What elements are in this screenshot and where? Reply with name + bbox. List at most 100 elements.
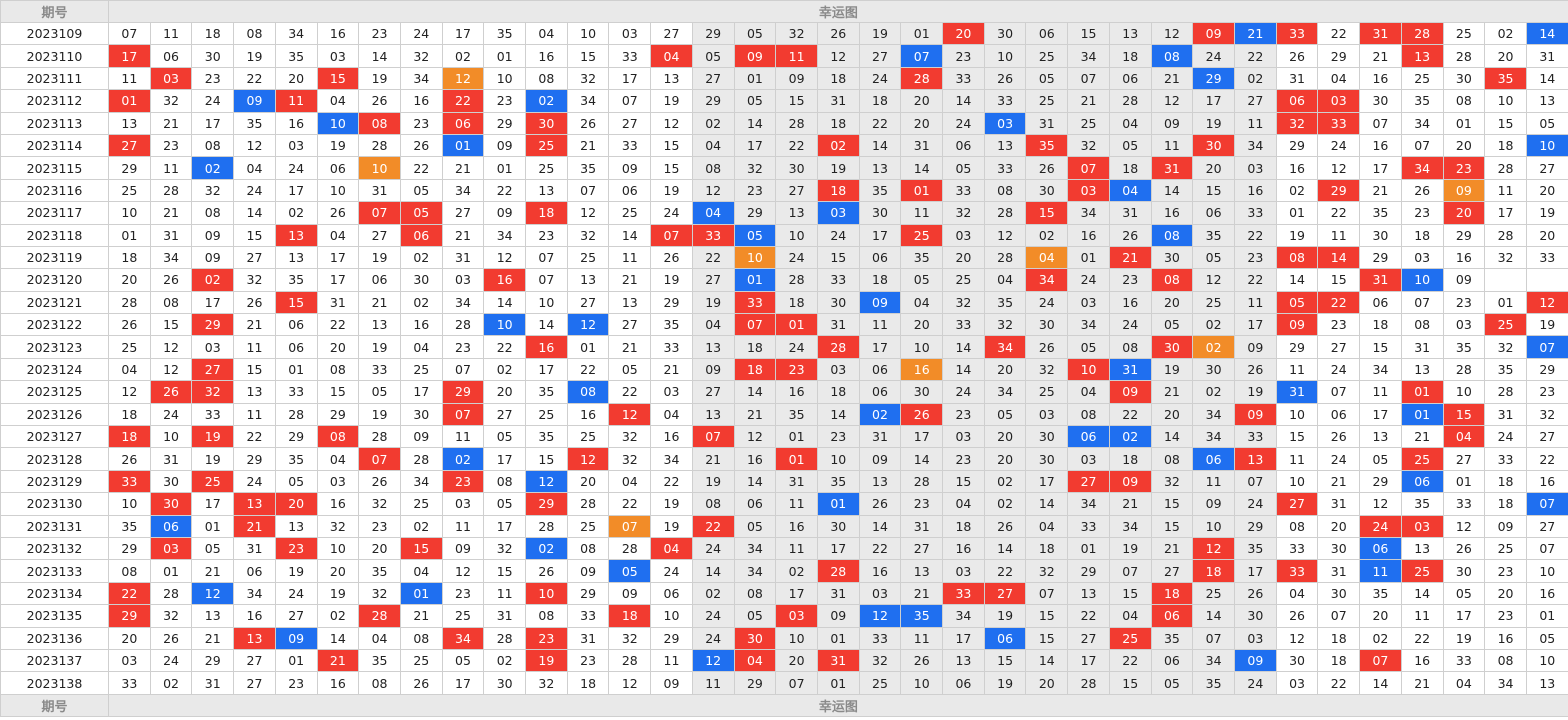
number-cell: 16 [316, 671, 360, 695]
number-cell: 12 [233, 133, 276, 158]
number-cell: 04 [316, 89, 360, 113]
highlight-cell: 19 [191, 425, 235, 449]
number-cell: 01 [1525, 604, 1568, 628]
number-cell: 18 [1484, 133, 1527, 158]
highlight-cell: 09 [1275, 313, 1319, 337]
number-cell: 30 [775, 156, 818, 180]
number-cell: 02 [775, 559, 818, 583]
period-cell: 2023114 [0, 133, 109, 158]
number-cell: 22 [483, 178, 527, 203]
number-cell: 34 [983, 380, 1027, 404]
number-cell: 13 [691, 402, 735, 427]
number-cell: 27 [1067, 626, 1110, 650]
number-cell: 16 [233, 604, 276, 628]
number-cell: 21 [1359, 44, 1402, 68]
number-cell: 30 [816, 290, 860, 315]
table-row: 2023126 18 24 33 11 28 29 19 30 07 27 25 16 12 04 13 21 3… [0, 402, 1568, 427]
number-cell: 04 [316, 447, 360, 471]
number-cell: 13 [358, 313, 401, 337]
number-cell: 17 [1359, 156, 1402, 180]
number-cell: 34 [1192, 425, 1235, 449]
highlight-cell: 12 [441, 66, 485, 91]
number-cell: 23 [358, 21, 401, 46]
number-cell: 18 [858, 89, 902, 113]
number-cell: 04 [942, 492, 985, 516]
number-cell: 24 [149, 648, 193, 673]
number-cell: 09 [483, 133, 527, 158]
number-cell: 23 [525, 223, 568, 247]
highlight-cell: 03 [1400, 514, 1444, 538]
number-cell: 29 [1442, 223, 1486, 247]
number-cell: 28 [483, 626, 527, 650]
number-cell: 25 [608, 201, 652, 225]
number-cell: 25 [942, 268, 985, 292]
number-cell: 21 [1108, 492, 1152, 516]
number-cell: 10 [1192, 514, 1235, 538]
highlight-cell: 10 [316, 111, 360, 135]
table-row: 2023111 11 03 23 22 20 15 19 34 12 10 08 32 17 13 27 01 0… [0, 66, 1568, 91]
number-cell: 25 [858, 671, 902, 695]
period-cell: 2023129 [0, 469, 109, 494]
number-cell: 33 [274, 380, 318, 404]
number-cell: 13 [858, 469, 902, 494]
number-cell: 03 [1400, 245, 1444, 270]
highlight-cell: 09 [233, 89, 276, 113]
number-cell: 32 [566, 223, 610, 247]
number-cell: 27 [233, 648, 276, 673]
period-cell: 2023126 [0, 402, 109, 427]
number-cell: 34 [1233, 133, 1277, 158]
highlight-cell: 33 [1275, 559, 1319, 583]
number-cell: 08 [525, 604, 568, 628]
number-cell: 26 [1025, 156, 1069, 180]
number-cell: 10 [1525, 559, 1568, 583]
number-cell: 20 [775, 648, 818, 673]
number-cell: 04 [399, 559, 443, 583]
highlight-cell: 15 [316, 66, 360, 91]
number-cell: 22 [233, 66, 276, 91]
number-cell: 19 [650, 514, 693, 538]
number-cell: 22 [1317, 21, 1361, 46]
number-cell: 10 [1275, 469, 1319, 494]
highlight-cell: 23 [441, 469, 485, 494]
number-cell: 15 [316, 380, 360, 404]
number-cell: 34 [399, 469, 443, 494]
number-cell: 15 [650, 133, 693, 158]
highlight-cell: 01 [1400, 402, 1444, 427]
number-cell: 23 [483, 89, 527, 113]
highlight-cell: 06 [983, 626, 1027, 650]
number-cell: 09 [191, 245, 235, 270]
number-cell: 08 [1067, 402, 1110, 427]
number-cell: 05 [1359, 447, 1402, 471]
number-cell: 02 [1233, 66, 1277, 91]
table-row: 2023128 26 31 19 29 35 04 07 28 02 17 15 12 32 34 21 16 0… [0, 447, 1568, 471]
number-cell: 32 [525, 671, 568, 695]
number-cell: 23 [1233, 245, 1277, 270]
number-cell: 30 [858, 201, 902, 225]
highlight-cell: 27 [108, 133, 151, 158]
number-cell: 33 [358, 357, 401, 382]
highlight-cell: 07 [691, 425, 735, 449]
number-cell: 15 [233, 357, 276, 382]
number-cell: 02 [483, 357, 527, 382]
number-cell: 08 [191, 201, 235, 225]
number-cell: 17 [942, 626, 985, 650]
number-cell: 24 [149, 402, 193, 427]
number-cell: 14 [858, 514, 902, 538]
number-cell: 31 [441, 245, 485, 270]
number-cell: 28 [608, 536, 652, 561]
number-cell: 34 [1067, 492, 1110, 516]
number-cell: 23 [942, 44, 985, 68]
highlight-cell: 21 [233, 514, 276, 538]
number-cell: 12 [108, 380, 151, 404]
highlight-cell: 34 [1400, 156, 1444, 180]
number-cell: 30 [1359, 223, 1402, 247]
number-cell: 12 [149, 357, 193, 382]
number-cell: 01 [566, 335, 610, 359]
highlight-cell: 01 [1400, 380, 1444, 404]
number-cell: 27 [691, 66, 735, 91]
number-cell: 29 [691, 21, 735, 46]
number-cell: 13 [191, 604, 235, 628]
number-cell: 28 [525, 514, 568, 538]
number-cell: 20 [1150, 290, 1194, 315]
highlight-cell: 09 [1108, 380, 1152, 404]
